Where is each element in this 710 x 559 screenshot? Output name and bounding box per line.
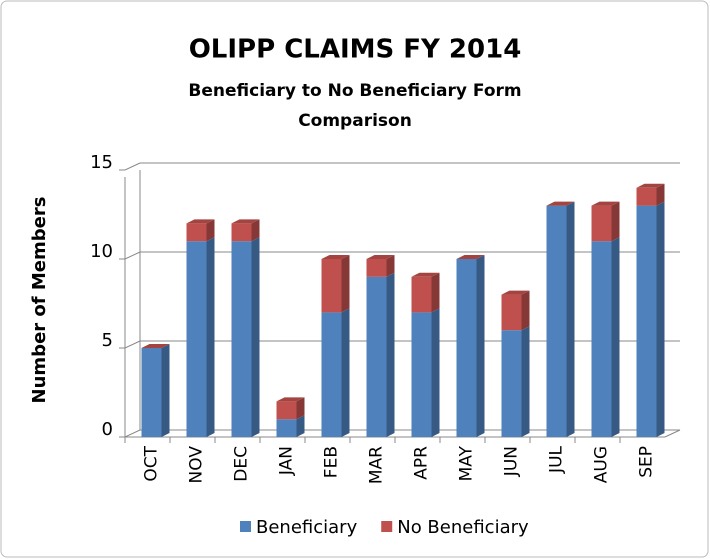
bar xyxy=(501,330,522,437)
x-tick-label: DEC xyxy=(232,446,252,482)
bar xyxy=(591,241,612,437)
bar xyxy=(366,276,387,437)
bar-side xyxy=(566,201,575,437)
bar-top xyxy=(321,255,350,259)
bar xyxy=(141,348,162,437)
bar-side xyxy=(341,255,350,313)
bar-top xyxy=(501,290,530,295)
bar-side xyxy=(386,272,395,437)
grid-line-side xyxy=(124,251,141,260)
legend-swatch xyxy=(240,521,251,532)
bar-top xyxy=(411,272,440,277)
y-tick-label: 5 xyxy=(102,330,113,351)
bar-top xyxy=(591,201,620,206)
bar-side xyxy=(656,183,665,206)
bar-side xyxy=(476,255,485,437)
bar-side xyxy=(161,344,170,437)
bar-top xyxy=(186,219,215,224)
y-axis-label: Number of Members xyxy=(29,197,50,404)
legend-swatch xyxy=(381,521,393,532)
bar-top xyxy=(546,201,575,206)
bar-side xyxy=(296,397,305,420)
floor-right xyxy=(664,429,681,438)
x-tick-label: MAR xyxy=(367,446,387,484)
grid-line-side xyxy=(124,162,141,171)
bar-side xyxy=(521,326,530,437)
bar xyxy=(276,419,297,437)
legend-label: No Beneficiary xyxy=(397,517,529,538)
bar-side xyxy=(386,255,395,277)
bar-side xyxy=(296,415,305,437)
x-tick-label: JAN xyxy=(277,446,297,476)
bar xyxy=(366,259,387,277)
bar xyxy=(231,223,252,242)
x-tick-label: AUG xyxy=(592,446,612,483)
legend-label: Beneficiary xyxy=(256,517,358,538)
bar-top xyxy=(141,344,170,348)
bar xyxy=(231,241,252,437)
x-tick-label: OCT xyxy=(142,445,162,481)
bar-side xyxy=(431,308,440,437)
bar xyxy=(456,259,477,437)
bar-side xyxy=(656,201,665,437)
bar xyxy=(411,276,432,313)
bar-side xyxy=(611,237,620,437)
x-tick-label: JUL xyxy=(547,445,567,473)
bar xyxy=(276,401,297,420)
bar-top xyxy=(366,255,395,259)
y-tick-label: 0 xyxy=(102,419,113,440)
y-tick-label: 15 xyxy=(90,152,113,173)
bar xyxy=(636,187,657,206)
bar xyxy=(591,205,612,242)
x-tick-label: NOV xyxy=(187,446,207,484)
bar xyxy=(411,312,432,437)
bar-top xyxy=(636,183,665,188)
bar xyxy=(186,223,207,242)
chart-subtitle: Beneficiary to No Beneficiary Form Compa… xyxy=(188,81,522,131)
bar-side xyxy=(251,219,260,242)
chart-title: OLIPP CLAIMS FY 2014 xyxy=(189,35,522,65)
bar xyxy=(501,294,522,331)
bar xyxy=(186,241,207,437)
bar-side xyxy=(431,272,440,313)
x-tick-label: APR xyxy=(412,446,432,480)
bar xyxy=(546,205,567,437)
bar-side xyxy=(341,308,350,437)
bar-side xyxy=(206,237,215,437)
bar-top xyxy=(231,219,260,224)
x-tick-label: FEB xyxy=(322,446,342,478)
bar-side xyxy=(521,290,530,331)
bar-side xyxy=(206,219,215,242)
bar-side xyxy=(611,201,620,242)
bar-top xyxy=(456,255,485,259)
grid-line-side xyxy=(124,429,141,438)
bar xyxy=(321,259,342,313)
grid-line-side xyxy=(124,340,141,349)
bar-top xyxy=(276,397,305,402)
x-tick-label: MAY xyxy=(457,445,477,481)
y-tick-label: 10 xyxy=(90,241,113,262)
x-tick-label: SEP xyxy=(637,446,657,478)
x-tick-label: JUN xyxy=(502,446,522,477)
bar xyxy=(321,312,342,437)
bar xyxy=(636,205,657,437)
bar-side xyxy=(251,237,260,437)
